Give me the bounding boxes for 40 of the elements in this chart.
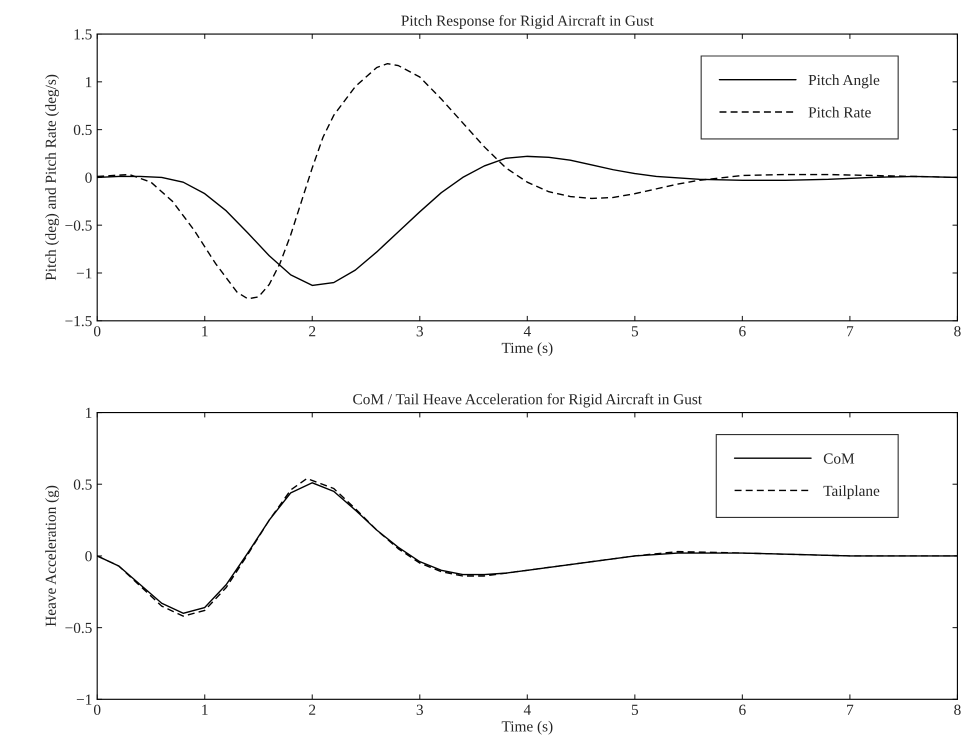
x-tick-label: 7 <box>847 704 854 715</box>
x-tick-label: 1 <box>202 704 208 715</box>
x-tick-label: 4 <box>524 326 531 336</box>
x-tick-label: 5 <box>632 326 638 336</box>
x-tick-label: 2 <box>309 704 316 715</box>
y-tick-label: 1 <box>86 408 92 418</box>
x-tick-label: 0 <box>94 326 100 336</box>
x-tick-label: 4 <box>524 704 531 715</box>
y-tick-label: −1.5 <box>65 316 92 326</box>
x-tick-label: 3 <box>416 704 424 715</box>
y-tick-label: −0.5 <box>65 622 92 634</box>
legend-label: Pitch Rate <box>808 106 871 118</box>
legend-label: Pitch Angle <box>808 74 880 88</box>
x-tick-label: 8 <box>954 704 961 715</box>
x-tick-label: 8 <box>954 326 961 336</box>
y-tick-label: −0.5 <box>65 220 92 231</box>
chart-title: CoM / Tail Heave Acceleration for Rigid Aircraft in Gust <box>353 393 702 408</box>
x-tick-label: 3 <box>416 326 424 336</box>
y-tick-label: 0.5 <box>74 479 92 490</box>
x-tick-label: 6 <box>739 326 746 336</box>
x-axis-title: Time (s) <box>502 720 552 735</box>
y-tick-label: 0.5 <box>74 124 92 136</box>
x-tick-label: 6 <box>739 704 746 715</box>
y-tick-label: 0 <box>85 551 92 562</box>
x-tick-label: 2 <box>309 326 316 336</box>
y-tick-label: −1 <box>76 694 92 705</box>
legend-label: Tailplane <box>823 485 880 500</box>
y-axis-title: Pitch (deg) and Pitch Rate (deg/s) <box>45 74 60 280</box>
x-tick-label: 5 <box>632 704 638 715</box>
y-tick-label: 1.5 <box>74 29 92 40</box>
chart-title: Pitch Response for Rigid Aircraft in Gust <box>401 14 654 29</box>
x-tick-label: 0 <box>94 704 100 715</box>
x-axis-title: Time (s) <box>502 342 552 356</box>
legend-label: CoM <box>824 453 854 464</box>
x-tick-label: 1 <box>202 326 208 336</box>
y-tick-label: 0 <box>85 172 92 183</box>
y-tick-label: −1 <box>76 268 92 278</box>
y-axis-title: Heave Acceleration (g) <box>45 486 60 626</box>
y-tick-label: 1 <box>86 77 92 88</box>
x-tick-label: 7 <box>847 326 854 336</box>
